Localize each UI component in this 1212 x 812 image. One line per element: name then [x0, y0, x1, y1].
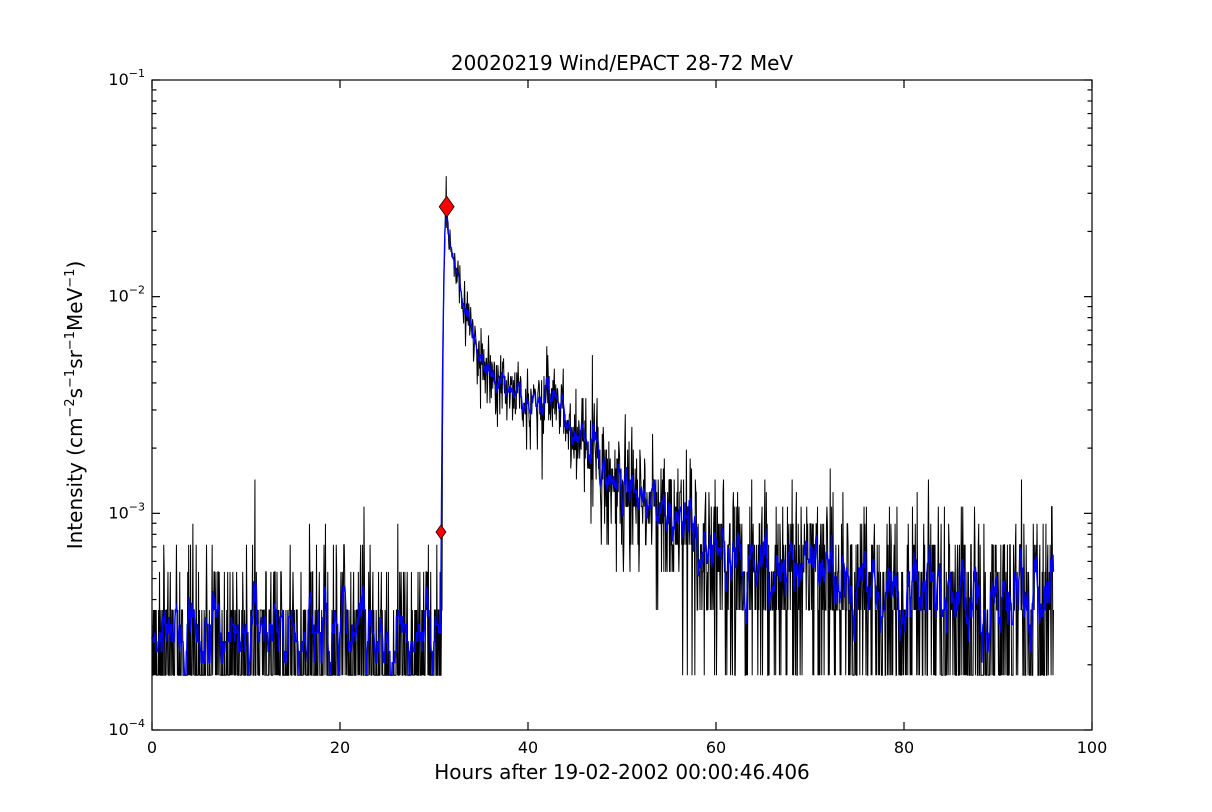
x-tick-label: 0 — [147, 738, 157, 757]
y-tick-label: 10−3 — [108, 500, 145, 522]
raw-intensity-line — [151, 176, 1054, 676]
x-tick-label: 40 — [518, 738, 538, 757]
y-tick-label: 10−2 — [108, 284, 145, 306]
x-axis-label: Hours after 19-02-2002 00:00:46.406 — [434, 760, 810, 784]
y-tick-label: 10−4 — [108, 717, 145, 739]
x-tick-label: 20 — [330, 738, 350, 757]
event-onset-diamond — [435, 524, 447, 540]
x-tick-label: 60 — [706, 738, 726, 757]
chart-title: 20020219 Wind/EPACT 28-72 MeV — [451, 51, 793, 75]
x-tick-label: 80 — [894, 738, 914, 757]
smoothed-intensity-line — [151, 212, 1055, 676]
plot-area — [151, 79, 1093, 731]
axis-tick-labels: 0 20 40 60 80 100 10−1 10−2 10−3 10−4 Intensity (c… — [63, 67, 1107, 757]
x-tick-label: 100 — [1077, 738, 1108, 757]
y-axis-label: Intensity (cm−2s−1sr−1MeV−1) — [63, 261, 87, 550]
axis-ticks — [151, 79, 1093, 731]
y-tick-label: 10−1 — [108, 67, 145, 89]
plot-generated-content — [151, 176, 1055, 676]
event-peak-diamond — [438, 195, 455, 218]
